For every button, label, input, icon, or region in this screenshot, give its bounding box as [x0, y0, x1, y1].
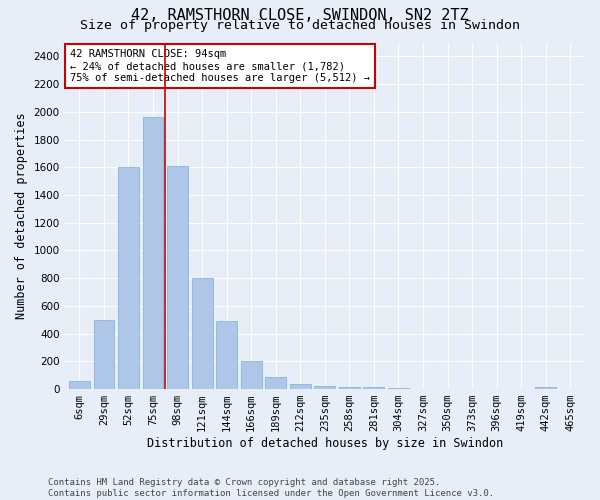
Text: 42 RAMSTHORN CLOSE: 94sqm
← 24% of detached houses are smaller (1,782)
75% of se: 42 RAMSTHORN CLOSE: 94sqm ← 24% of detac… — [70, 50, 370, 82]
Text: Contains HM Land Registry data © Crown copyright and database right 2025.
Contai: Contains HM Land Registry data © Crown c… — [48, 478, 494, 498]
Bar — [290, 384, 311, 389]
Bar — [143, 118, 163, 389]
Bar — [241, 362, 262, 389]
Bar — [69, 382, 90, 389]
X-axis label: Distribution of detached houses by size in Swindon: Distribution of detached houses by size … — [147, 437, 503, 450]
Text: Size of property relative to detached houses in Swindon: Size of property relative to detached ho… — [80, 19, 520, 32]
Bar — [535, 387, 556, 389]
Bar — [216, 321, 237, 389]
Bar — [94, 320, 115, 389]
Bar — [265, 376, 286, 389]
Bar — [339, 386, 360, 389]
Y-axis label: Number of detached properties: Number of detached properties — [15, 112, 28, 319]
Text: 42, RAMSTHORN CLOSE, SWINDON, SN2 2TZ: 42, RAMSTHORN CLOSE, SWINDON, SN2 2TZ — [131, 8, 469, 22]
Bar — [118, 168, 139, 389]
Bar — [167, 166, 188, 389]
Bar — [191, 278, 212, 389]
Bar — [364, 388, 385, 389]
Bar — [388, 388, 409, 389]
Bar — [314, 386, 335, 389]
